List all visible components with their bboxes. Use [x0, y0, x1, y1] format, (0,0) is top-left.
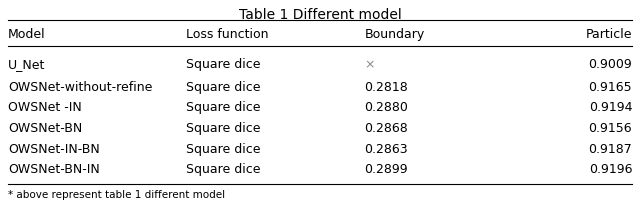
Text: Square dice: Square dice: [186, 143, 260, 156]
Text: Table 1 Different model: Table 1 Different model: [239, 8, 401, 22]
Text: 0.2899: 0.2899: [365, 163, 408, 176]
Text: OWSNet-BN: OWSNet-BN: [8, 122, 82, 135]
Text: OWSNet-BN-IN: OWSNet-BN-IN: [8, 163, 99, 176]
Text: 0.9165: 0.9165: [589, 81, 632, 94]
Text: Square dice: Square dice: [186, 101, 260, 114]
Text: Particle: Particle: [586, 28, 632, 41]
Text: Model: Model: [8, 28, 45, 41]
Text: 0.9196: 0.9196: [589, 163, 632, 176]
Text: OWSNet -IN: OWSNet -IN: [8, 101, 81, 114]
Text: Square dice: Square dice: [186, 122, 260, 135]
Text: 0.2863: 0.2863: [365, 143, 408, 156]
Text: ×: ×: [365, 58, 375, 71]
Text: 0.9187: 0.9187: [589, 143, 632, 156]
Text: 0.9156: 0.9156: [589, 122, 632, 135]
Text: 0.9194: 0.9194: [589, 101, 632, 114]
Text: * above represent table 1 different model: * above represent table 1 different mode…: [8, 190, 225, 200]
Text: 0.9009: 0.9009: [589, 58, 632, 71]
Text: Boundary: Boundary: [365, 28, 425, 41]
Text: Square dice: Square dice: [186, 58, 260, 71]
Text: 0.2880: 0.2880: [365, 101, 408, 114]
Text: 0.2868: 0.2868: [365, 122, 408, 135]
Text: OWSNet-without-refine: OWSNet-without-refine: [8, 81, 152, 94]
Text: U_Net: U_Net: [8, 58, 45, 71]
Text: OWSNet-IN-BN: OWSNet-IN-BN: [8, 143, 99, 156]
Text: Square dice: Square dice: [186, 81, 260, 94]
Text: Square dice: Square dice: [186, 163, 260, 176]
Text: 0.2818: 0.2818: [365, 81, 408, 94]
Text: Loss function: Loss function: [186, 28, 269, 41]
